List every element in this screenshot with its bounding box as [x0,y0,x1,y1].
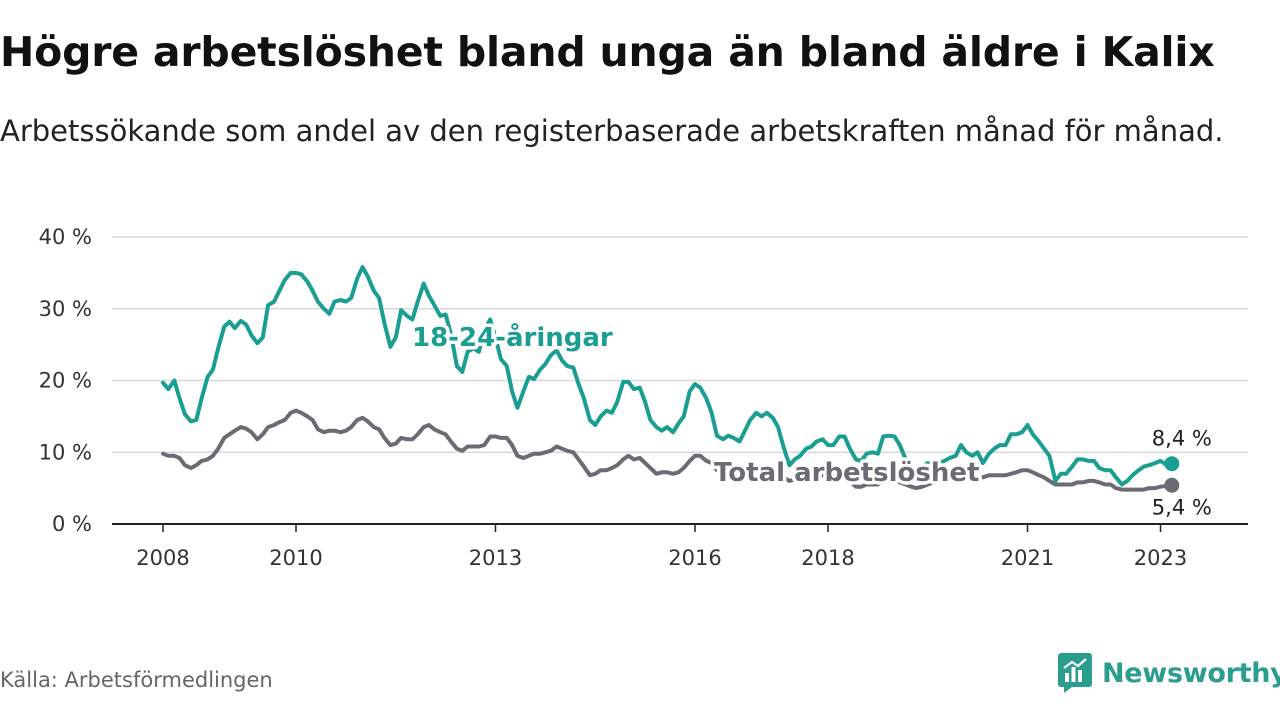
end-marker-total [1164,477,1180,493]
x-tick-label: 2021 [1001,546,1054,570]
series-label-youth: 18-24-åringar [412,321,613,353]
x-tick-label: 2010 [269,546,322,570]
x-tick-label: 2018 [801,546,854,570]
y-tick-label: 40 % [39,225,92,249]
chart-subtitle: Arbetssökande som andel av den registerb… [0,114,1224,148]
newsworthy-logo-icon [1058,653,1092,693]
series-line-total [161,408,1174,492]
brand-logo: Newsworthy [1058,652,1280,694]
source-note: Källa: Arbetsförmedlingen [0,668,273,692]
y-tick-label: 10 % [39,440,92,464]
end-label-total: 5,4 % [1152,495,1212,519]
y-tick-label: 30 % [39,297,92,321]
brand-name: Newsworthy [1102,657,1280,689]
series-label-youth-halo: 18-24-åringar [412,321,613,353]
chart-title: Högre arbetslöshet bland unga än bland ä… [0,28,1215,76]
x-tick-label: 2008 [136,546,189,570]
series-line-youth [161,265,1174,487]
line-chart: 0 % 10 % 20 % 30 % 40 % 2008 2010 2013 2016 2018 2… [39,225,1248,570]
y-tick-label: 20 % [39,369,92,393]
x-tick-label: 2023 [1134,546,1187,570]
x-tick-label: 2013 [469,546,522,570]
series-label-total: Total arbetslöshet [714,458,979,488]
x-tick-label: 2016 [668,546,721,570]
end-marker-youth [1164,456,1180,472]
y-tick-label: 0 % [52,512,92,536]
series-label-total-halo: Total arbetslöshet [714,458,979,488]
end-label-youth: 8,4 % [1152,427,1212,451]
